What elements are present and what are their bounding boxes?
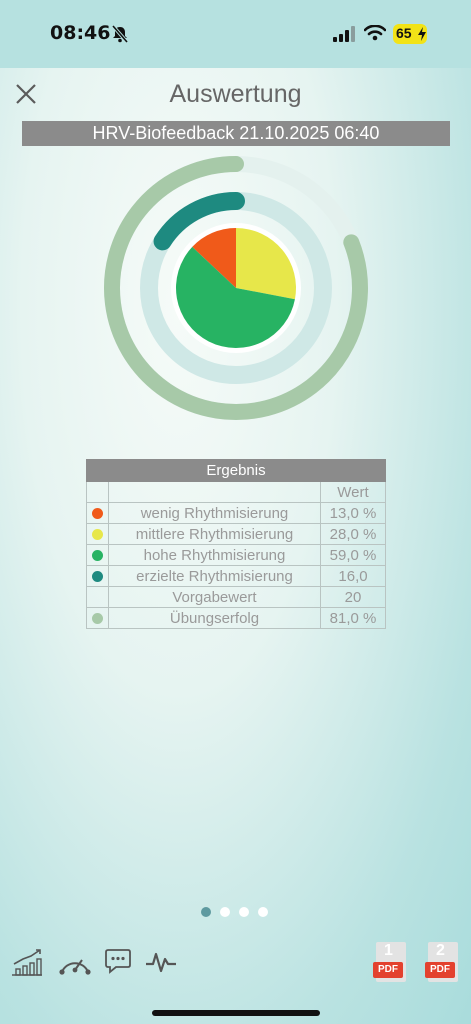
results-table: Ergebnis Wert wenig Rhythmisierung 13,0 … xyxy=(86,459,386,629)
table-row: erzielte Rhythmisierung 16,0 xyxy=(86,565,386,587)
pdf-badge: PDF xyxy=(425,962,455,978)
erzielte-rhythmisierung-ring xyxy=(153,192,245,251)
pdf-number: 1 xyxy=(384,942,393,959)
row-label: Übungserfolg xyxy=(108,607,321,629)
table-row: hohe Rhythmisierung 59,0 % xyxy=(86,544,386,566)
page-dot-2[interactable] xyxy=(220,907,230,917)
row-value: 16,0 xyxy=(320,565,386,587)
gauge-icon[interactable] xyxy=(58,946,92,976)
close-icon[interactable] xyxy=(14,82,38,106)
home-indicator xyxy=(152,1010,320,1016)
legend-dot xyxy=(92,508,103,520)
battery-level: 65 xyxy=(396,25,412,41)
pulse-icon[interactable] xyxy=(145,950,177,974)
table-row: mittlere Rhythmisierung 28,0 % xyxy=(86,523,386,545)
ubungserfolg-ring xyxy=(104,156,368,420)
results-column-header-row: Wert xyxy=(86,481,386,503)
pdf-badge: PDF xyxy=(373,962,403,978)
chat-icon[interactable] xyxy=(104,947,132,975)
page-title: Auswertung xyxy=(169,80,302,108)
row-value: 28,0 % xyxy=(320,523,386,545)
row-label: wenig Rhythmisierung xyxy=(108,502,321,524)
legend-dot xyxy=(92,550,103,562)
table-row: wenig Rhythmisierung 13,0 % xyxy=(86,502,386,524)
row-label: mittlere Rhythmisierung xyxy=(108,523,321,545)
row-label: hohe Rhythmisierung xyxy=(108,544,321,566)
trend-chart-icon[interactable] xyxy=(11,948,43,976)
pdf-export-1-button[interactable]: 1 PDF xyxy=(372,942,410,986)
session-banner: HRV-Biofeedback 21.10.2025 06:40 xyxy=(22,121,450,146)
table-row: Übungserfolg 81,0 % xyxy=(86,607,386,629)
results-title: Ergebnis xyxy=(86,459,386,482)
legend-dot xyxy=(92,529,103,541)
wifi-icon xyxy=(364,25,386,41)
page-dot-3[interactable] xyxy=(239,907,249,917)
pdf-number: 2 xyxy=(436,942,445,959)
page-dot-1[interactable] xyxy=(201,907,211,917)
battery-indicator: 65 xyxy=(393,24,427,44)
pie-slice-3 xyxy=(176,246,295,348)
results-header-row: Ergebnis xyxy=(86,459,386,482)
row-label: Vorgabewert xyxy=(108,586,321,608)
value-column-header: Wert xyxy=(320,481,386,503)
row-value: 13,0 % xyxy=(320,502,386,524)
pie-slice-1 xyxy=(192,228,236,288)
row-label: erzielte Rhythmisierung xyxy=(108,565,321,587)
legend-dot xyxy=(92,613,103,625)
signal-icon xyxy=(333,26,355,42)
bell-mute-icon xyxy=(112,25,128,43)
legend-dot xyxy=(92,571,103,583)
page-dot-4[interactable] xyxy=(258,907,268,917)
status-time: 08:46 xyxy=(50,22,111,44)
row-value: 81,0 % xyxy=(320,607,386,629)
result-chart xyxy=(104,156,368,420)
status-bar: 08:46 65 xyxy=(0,0,471,68)
table-row: Vorgabewert 20 xyxy=(86,586,386,608)
row-value: 59,0 % xyxy=(320,544,386,566)
page-indicator[interactable] xyxy=(201,904,277,922)
row-value: 20 xyxy=(320,586,386,608)
pie-slice-2 xyxy=(235,228,296,300)
pdf-export-2-button[interactable]: 2 PDF xyxy=(424,942,462,986)
charging-bolt-icon xyxy=(418,27,426,41)
